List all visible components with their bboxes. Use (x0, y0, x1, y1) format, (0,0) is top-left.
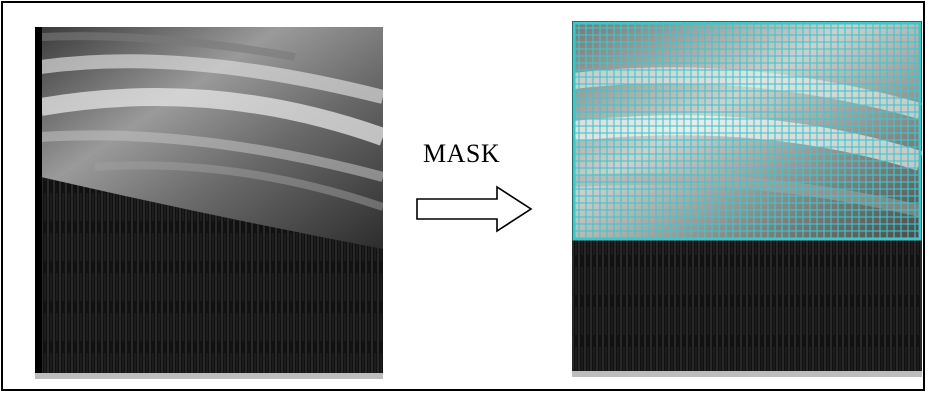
masked-image-graphic (572, 21, 922, 377)
masked-image (572, 21, 922, 377)
figure-frame: MASK (1, 1, 925, 391)
original-image-graphic (35, 27, 383, 379)
mask-label: MASK (423, 139, 501, 168)
original-image (35, 27, 383, 379)
right-arrow-icon (415, 185, 535, 233)
